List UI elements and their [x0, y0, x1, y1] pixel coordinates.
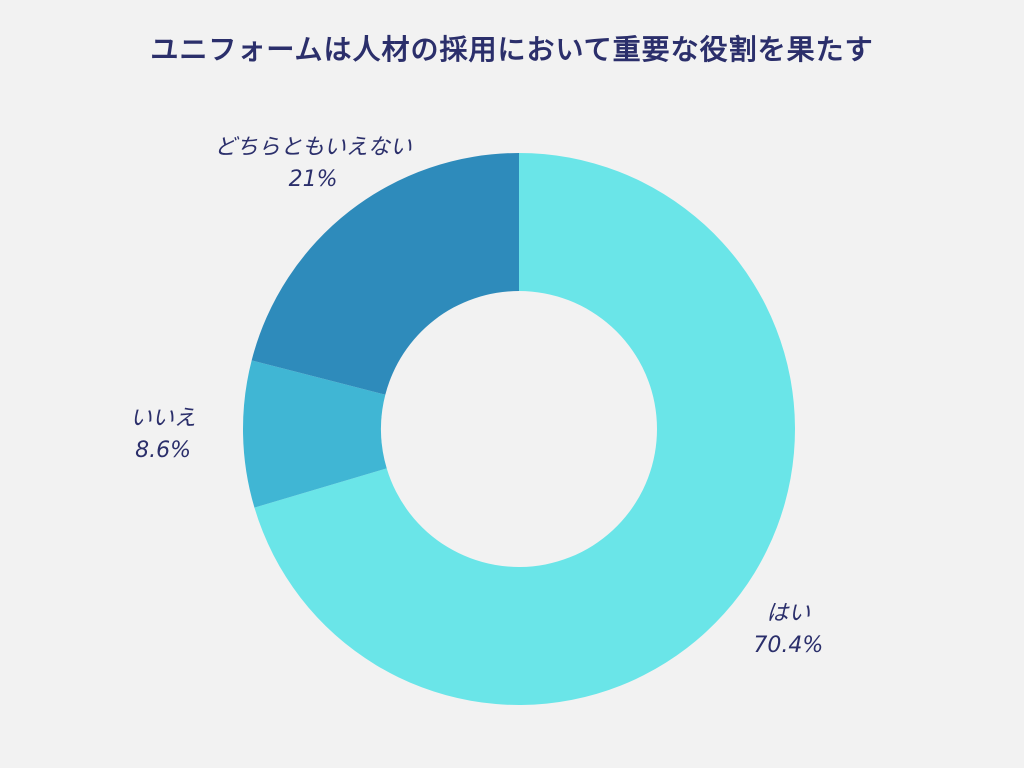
- slice-label-yes-name: はい: [766, 600, 811, 626]
- slice-label-no: いいえ 8.6%: [130, 403, 196, 467]
- slice-label-neutral: どちらともいえない 21%: [214, 132, 412, 196]
- slice-no: [243, 360, 387, 508]
- slice-label-neutral-value: 21%: [288, 166, 338, 192]
- chart-title: ユニフォームは人材の採用において重要な役割を果たす: [150, 33, 874, 66]
- slice-label-no-value: 8.6%: [135, 438, 191, 464]
- slice-neutral: [251, 153, 519, 395]
- slice-yes: [254, 153, 795, 706]
- slice-label-yes: はい 70.4%: [753, 598, 823, 662]
- slice-label-neutral-name: どちらともいえない: [214, 134, 412, 160]
- slice-label-no-name: いいえ: [130, 406, 197, 432]
- slice-label-yes-value: 70.4%: [753, 632, 824, 658]
